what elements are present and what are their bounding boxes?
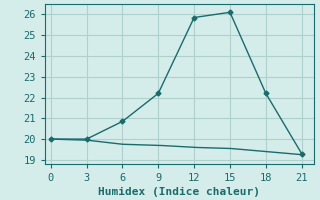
X-axis label: Humidex (Indice chaleur): Humidex (Indice chaleur) — [98, 187, 260, 197]
